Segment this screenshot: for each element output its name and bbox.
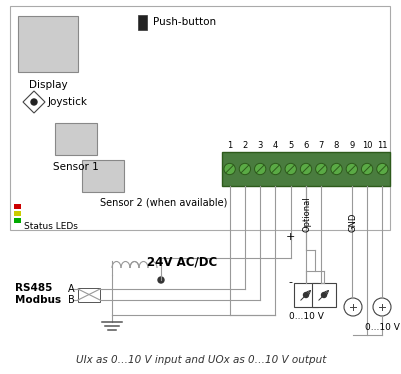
- Bar: [138, 15, 147, 30]
- Circle shape: [31, 99, 37, 105]
- Bar: [293, 283, 317, 307]
- Text: -: -: [288, 277, 292, 287]
- Text: 9: 9: [348, 141, 354, 150]
- Text: B: B: [68, 295, 75, 305]
- Circle shape: [254, 163, 265, 175]
- Text: 10: 10: [361, 141, 371, 150]
- Circle shape: [321, 292, 326, 297]
- Circle shape: [330, 163, 341, 175]
- Text: 6: 6: [303, 141, 308, 150]
- Text: 2: 2: [242, 141, 247, 150]
- Circle shape: [303, 292, 308, 297]
- Bar: [10, 6, 389, 230]
- Bar: [82, 160, 124, 192]
- Circle shape: [376, 163, 387, 175]
- Text: 24V AC/DC: 24V AC/DC: [146, 255, 217, 269]
- Text: 1: 1: [227, 141, 232, 150]
- Bar: [311, 283, 335, 307]
- Bar: [14, 211, 21, 216]
- Text: +: +: [286, 232, 295, 242]
- Bar: [18, 16, 78, 72]
- Text: 4: 4: [272, 141, 277, 150]
- Circle shape: [372, 298, 390, 316]
- Text: Joystick: Joystick: [48, 97, 88, 107]
- Text: 0...10 V: 0...10 V: [364, 323, 399, 332]
- Circle shape: [343, 298, 361, 316]
- Circle shape: [345, 163, 356, 175]
- Text: Status LEDs: Status LEDs: [24, 222, 78, 231]
- Bar: [55, 123, 97, 155]
- Circle shape: [239, 163, 250, 175]
- Circle shape: [300, 163, 311, 175]
- Text: Display: Display: [28, 80, 67, 90]
- Circle shape: [223, 163, 235, 175]
- Text: 11: 11: [376, 141, 387, 150]
- Bar: [14, 218, 21, 223]
- Circle shape: [315, 163, 326, 175]
- Circle shape: [158, 277, 164, 283]
- Text: 7: 7: [318, 141, 323, 150]
- Text: Sensor 1: Sensor 1: [53, 162, 99, 172]
- Text: Optional: Optional: [302, 196, 311, 232]
- Circle shape: [269, 163, 280, 175]
- Text: RS485: RS485: [15, 283, 52, 293]
- Circle shape: [360, 163, 372, 175]
- Text: UIx as 0…10 V input and UOx as 0…10 V output: UIx as 0…10 V input and UOx as 0…10 V ou…: [76, 355, 325, 365]
- Text: 3: 3: [257, 141, 262, 150]
- Polygon shape: [23, 91, 45, 113]
- Text: 5: 5: [288, 141, 293, 150]
- Text: A: A: [68, 284, 75, 294]
- Text: GND: GND: [347, 213, 356, 232]
- Circle shape: [284, 163, 296, 175]
- Text: 0...10 V: 0...10 V: [288, 312, 323, 321]
- Text: Push-button: Push-button: [153, 17, 216, 27]
- Text: 8: 8: [333, 141, 338, 150]
- Text: Modbus: Modbus: [15, 295, 61, 305]
- Bar: [14, 204, 21, 209]
- Bar: [78, 288, 100, 302]
- Bar: [221, 152, 389, 186]
- Text: Sensor 2 (when available): Sensor 2 (when available): [100, 197, 227, 207]
